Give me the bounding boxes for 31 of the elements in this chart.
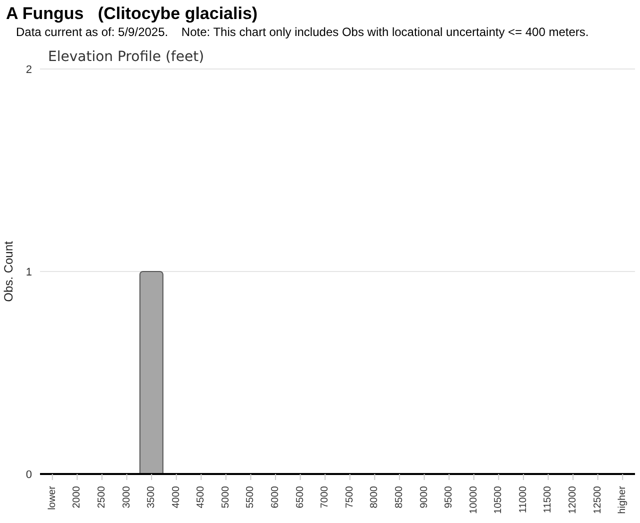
x-tick-label: 6500 xyxy=(294,486,306,508)
x-tick-label: lower xyxy=(46,485,58,510)
x-tick-label: 3500 xyxy=(146,486,158,508)
x-tick-label: 2000 xyxy=(72,486,83,508)
x-tick-label: 6000 xyxy=(270,486,282,508)
x-tick-label: 9500 xyxy=(444,486,455,508)
x-tick-label: 7500 xyxy=(344,486,356,508)
x-tick-label: 12000 xyxy=(568,486,579,514)
x-tick-label: 2500 xyxy=(96,486,108,508)
x-tick-label: 11000 xyxy=(518,486,529,514)
y-axis-title: Obs. Count xyxy=(1,240,16,302)
y-tick-label: 2 xyxy=(26,64,32,76)
y-tick-label: 1 xyxy=(26,266,32,278)
x-tick-label: 5000 xyxy=(220,486,232,508)
x-tick-label: 11500 xyxy=(542,486,554,514)
x-tick-label: 4000 xyxy=(170,486,182,508)
chart-subtitle: Data current as of: 5/9/2025. Note: This chart only includes Obs with locational uncertainty <= 400 meters. xyxy=(16,25,589,39)
x-tick-label: 5500 xyxy=(245,486,256,508)
x-tick-label: 10500 xyxy=(493,486,504,514)
chart-title: A Fungus (Clitocybe glacialis) xyxy=(6,4,258,24)
x-tick-label: 3000 xyxy=(121,486,132,508)
y-tick-label: 0 xyxy=(26,468,32,481)
x-tick-label: 8500 xyxy=(394,486,405,508)
text: Elevation Profile (feet) xyxy=(48,49,204,65)
x-tick-label: higher xyxy=(617,485,628,514)
x-tick-label: 9000 xyxy=(418,486,430,508)
x-tick-label: 8000 xyxy=(369,486,380,508)
x-tick-label: 12500 xyxy=(592,486,604,514)
x-tick-label: 4500 xyxy=(196,486,207,508)
x-tick-label: 7000 xyxy=(320,486,331,508)
x-tick-label: 10000 xyxy=(468,486,480,514)
